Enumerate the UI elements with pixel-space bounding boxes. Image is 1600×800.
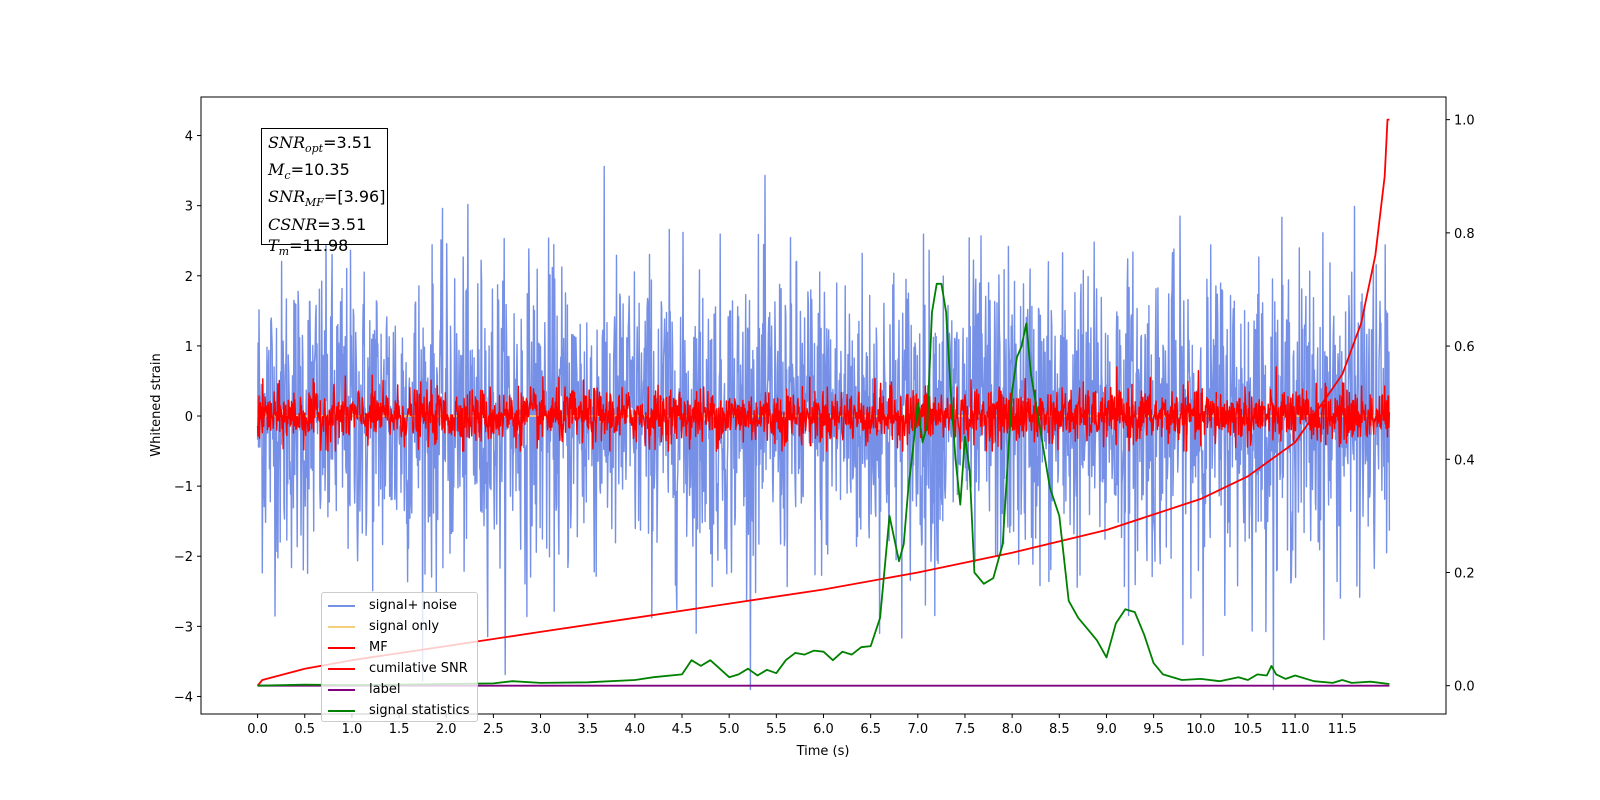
snr-mf-value: [3.96] — [337, 187, 386, 207]
x-tick-label: 11.5 — [1328, 722, 1357, 737]
x-tick-label: 8.0 — [1002, 722, 1023, 737]
legend-swatch — [328, 667, 355, 670]
csnr-value: 3.51 — [330, 214, 367, 234]
x-axis-label: Time (s) — [796, 744, 850, 759]
x-tick-label: 7.0 — [907, 722, 928, 737]
x-tick-label: 3.0 — [530, 722, 551, 737]
x-tick-label: 5.5 — [766, 722, 787, 737]
x-tick-label: 4.0 — [625, 722, 646, 737]
legend-label: signal statistics — [369, 703, 470, 718]
y-tick-label: −4 — [174, 690, 193, 705]
x-tick-label: 8.5 — [1049, 722, 1070, 737]
snr-mf-line: SNRMF=[3.96] — [268, 187, 386, 210]
x-tick-label: 1.0 — [342, 722, 363, 737]
y-tick-label: 4 — [185, 130, 193, 145]
x-tick-label: 9.0 — [1096, 722, 1117, 737]
legend-label: signal only — [369, 619, 440, 634]
x-tick-label: 7.5 — [955, 722, 976, 737]
series-signal-statistics-line — [257, 282, 1390, 687]
legend: signal+ noise signal only MF cumilative SNR… — [321, 592, 478, 722]
legend-item-signal-noise: signal+ noise — [328, 595, 477, 616]
x-tick-label: 6.5 — [860, 722, 881, 737]
tm-value: 11.98 — [302, 235, 349, 255]
x-tick-label: 6.0 — [813, 722, 834, 737]
legend-swatch — [328, 688, 355, 691]
y-tick-label: −2 — [174, 550, 193, 565]
x-tick-label: 5.0 — [719, 722, 740, 737]
legend-item-signal-statistics: signal statistics — [328, 700, 477, 721]
legend-label: cumilative SNR — [369, 661, 468, 676]
snr-opt-line: SNRopt=3.51 — [268, 133, 373, 156]
mc-value: 10.35 — [303, 160, 350, 180]
x-tick-label: 11.0 — [1281, 722, 1310, 737]
legend-swatch — [328, 709, 355, 712]
legend-item-signal-only: signal only — [328, 616, 477, 637]
legend-swatch — [328, 604, 355, 607]
y-axis-label: Whitened strain — [149, 353, 164, 456]
x-tick-label: 0.5 — [294, 722, 315, 737]
series-mf-line — [256, 366, 1391, 452]
legend-label: MF — [369, 640, 388, 655]
y2-tick-label: 0.8 — [1454, 227, 1475, 242]
x-tick-label: 4.5 — [672, 722, 693, 737]
mc-line: Mc=10.35 — [268, 160, 350, 183]
y-tick-label: −1 — [174, 480, 193, 495]
x-tick-label: 2.0 — [436, 722, 457, 737]
legend-swatch — [328, 646, 355, 649]
y-tick-label: 1 — [185, 340, 193, 355]
x-tick-label: 9.5 — [1143, 722, 1164, 737]
legend-swatch — [328, 625, 355, 628]
y2-tick-label: 0.6 — [1454, 340, 1475, 355]
x-tick-label: 10.5 — [1233, 722, 1262, 737]
csnr-line: CSNR=3.51 — [268, 214, 367, 234]
x-tick-label: 2.5 — [483, 722, 504, 737]
y2-tick-label: 1.0 — [1454, 114, 1475, 129]
legend-item-label: label — [328, 679, 477, 700]
y-tick-label: 3 — [185, 200, 193, 215]
metrics-annotation-box: SNRopt=3.51 Mc=10.35 SNRMF=[3.96] CSNR=3… — [261, 128, 388, 258]
y2-tick-label: 0.0 — [1454, 680, 1475, 695]
y2-tick-label: 0.4 — [1454, 453, 1475, 468]
tm-line: Tm=11.98 — [268, 235, 349, 258]
x-tick-label: 0.0 — [247, 722, 268, 737]
y-tick-label: 2 — [185, 270, 193, 285]
x-tick-label: 1.5 — [389, 722, 410, 737]
y-tick-label: −3 — [174, 620, 193, 635]
legend-item-mf: MF — [328, 637, 477, 658]
y-tick-label: 0 — [185, 410, 193, 425]
snr-opt-value: 3.51 — [336, 133, 373, 152]
legend-item-cumilative-snr: cumilative SNR — [328, 658, 477, 679]
y2-tick-label: 0.2 — [1454, 566, 1475, 581]
x-tick-label: 10.0 — [1186, 722, 1215, 737]
x-tick-label: 3.5 — [577, 722, 598, 737]
legend-label: label — [369, 682, 401, 697]
legend-label: signal+ noise — [369, 598, 458, 613]
